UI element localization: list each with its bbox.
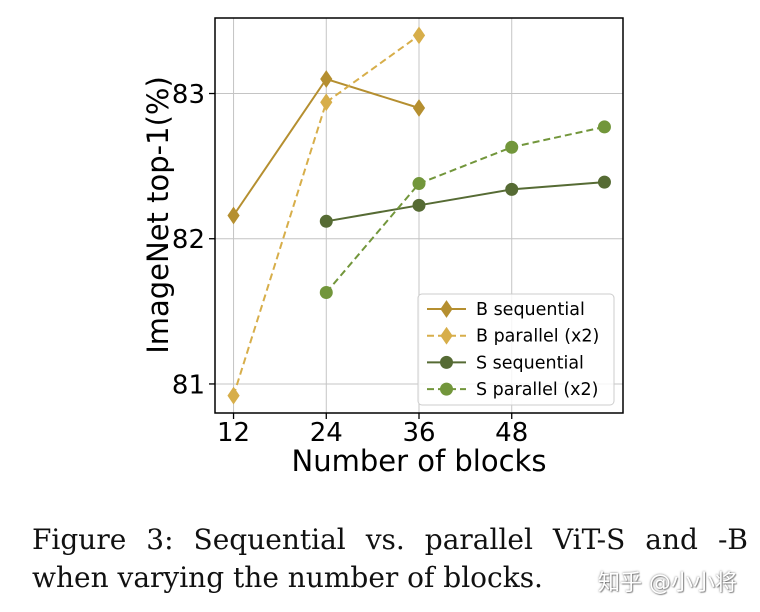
line-chart: 12 24 36 48 81 82 83 Number of blocks ImageNet…: [141, 17, 624, 478]
legend-items: B sequential B parallel (x2) S sequential S…: [427, 300, 599, 400]
legend-frame: [417, 293, 615, 406]
legend-item-s-parallel-x2: S parallel (x2): [427, 380, 598, 400]
legend-label-s-sequential: S sequential: [476, 353, 584, 373]
axis-ticks: 12 24 36 48 81 82 83: [172, 80, 528, 448]
figure-caption: Figure 3: Sequential vs. parallel ViT-S …: [32, 521, 748, 597]
data-point-b-parallel-x2-12: [227, 386, 240, 405]
legend-label-b-sequential: B sequential: [476, 300, 585, 320]
legend-item-b-parallel-x2: B parallel (x2): [427, 327, 599, 347]
data-point-b-sequential-12: [227, 206, 240, 225]
x-tick-label-24: 24: [310, 418, 343, 448]
y-tick-label-81: 81: [172, 370, 205, 400]
caption-line-2: when varying the number of blocks.: [32, 559, 748, 597]
y-tick-label-83: 83: [172, 80, 205, 110]
x-tick-label-48: 48: [495, 418, 528, 448]
caption-line-1: Figure 3: Sequential vs. parallel ViT-S …: [32, 521, 748, 559]
series-s-sequential: [319, 175, 611, 228]
x-tick-label-12: 12: [217, 418, 250, 448]
caption-text-1: Sequential vs. parallel ViT-S and -B: [193, 523, 748, 556]
series-group: [227, 26, 611, 405]
legend-marker-s-parallel-x2: [440, 382, 453, 396]
data-point-s-sequential-48: [505, 182, 519, 196]
series-b-sequential: [227, 70, 426, 225]
data-point-s-sequential-24: [319, 214, 333, 228]
legend-marker-b-parallel-x2: [440, 326, 453, 345]
data-point-b-sequential-36: [412, 99, 426, 117]
series-line-s-sequential: [326, 181, 605, 223]
data-point-b-sequential-24: [320, 70, 333, 88]
caption-label: Figure 3:: [32, 523, 174, 556]
series-line-b-parallel-x2: [232, 34, 420, 396]
x-tick-label-36: 36: [402, 418, 435, 448]
x-axis-label: Number of blocks: [292, 444, 547, 478]
legend-label-b-parallel-x2: B parallel (x2): [476, 327, 599, 347]
caption-text-2: when varying the number of blocks.: [32, 561, 543, 594]
data-point-s-parallel-x2-60: [597, 120, 611, 134]
series-s-parallel-x2: [319, 120, 611, 299]
y-axis-label: ImageNet top-1(%): [141, 76, 175, 354]
data-point-s-sequential-60: [597, 175, 611, 189]
legend-marker-b-sequential: [440, 300, 453, 318]
y-tick-label-82: 82: [172, 225, 205, 255]
series-b-parallel-x2: [227, 26, 426, 405]
legend-label-s-parallel-x2: S parallel (x2): [476, 380, 598, 400]
legend-marker-s-sequential: [440, 355, 453, 369]
data-point-s-parallel-x2-36: [412, 177, 426, 191]
legend-item-b-sequential: B sequential: [427, 300, 585, 320]
legend-item-s-sequential: S sequential: [427, 353, 584, 373]
data-point-s-parallel-x2-24: [319, 285, 333, 299]
data-point-b-parallel-x2-24: [320, 93, 333, 112]
legend: B sequential B parallel (x2) S sequential S…: [417, 293, 615, 406]
data-point-s-parallel-x2-48: [505, 140, 519, 154]
data-point-b-parallel-x2-36: [412, 26, 426, 45]
series-line-s-parallel-x2: [325, 125, 605, 294]
data-point-s-sequential-36: [412, 198, 426, 212]
watermark: 知乎 @小小将: [598, 571, 737, 596]
